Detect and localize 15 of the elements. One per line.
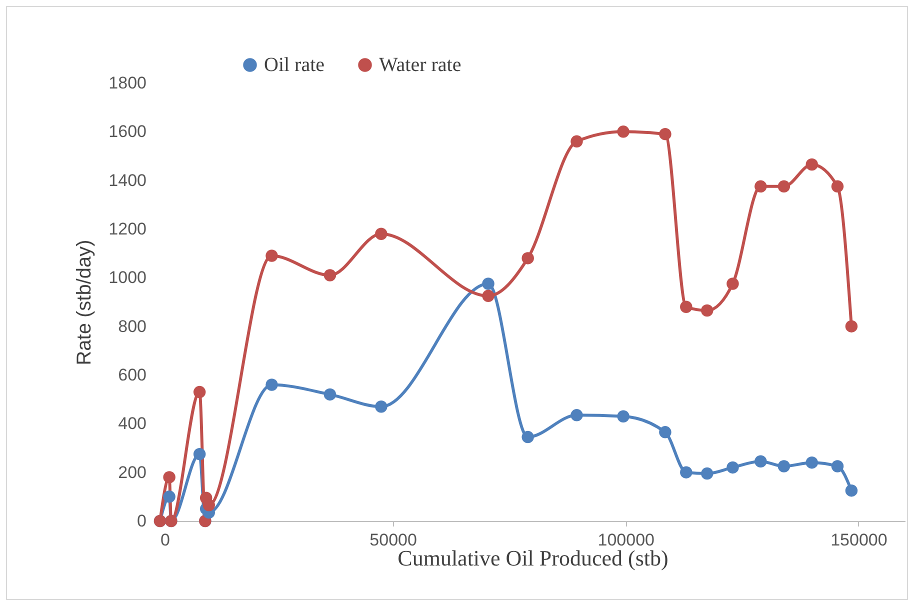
y-tick-label: 1400	[108, 170, 146, 190]
y-tick-label: 1800	[108, 74, 146, 92]
y-tick-label: 0	[137, 512, 146, 530]
y-tick-label: 800	[118, 316, 146, 336]
legend-label: Water rate	[379, 54, 462, 76]
y-tick-label: 400	[118, 414, 146, 434]
y-tick-label: 1000	[108, 268, 146, 288]
y-tick-label: 1200	[108, 220, 146, 238]
legend-label: Oil rate	[264, 54, 325, 76]
y-axis-title: Rate (stb/day)	[74, 240, 96, 366]
y-tick-label: 1600	[108, 122, 146, 142]
y-tick-label: 600	[118, 366, 146, 384]
y-tick-label: 200	[118, 462, 146, 482]
x-tick-label: 150000	[830, 530, 888, 550]
x-tick-label: 0	[160, 530, 170, 550]
